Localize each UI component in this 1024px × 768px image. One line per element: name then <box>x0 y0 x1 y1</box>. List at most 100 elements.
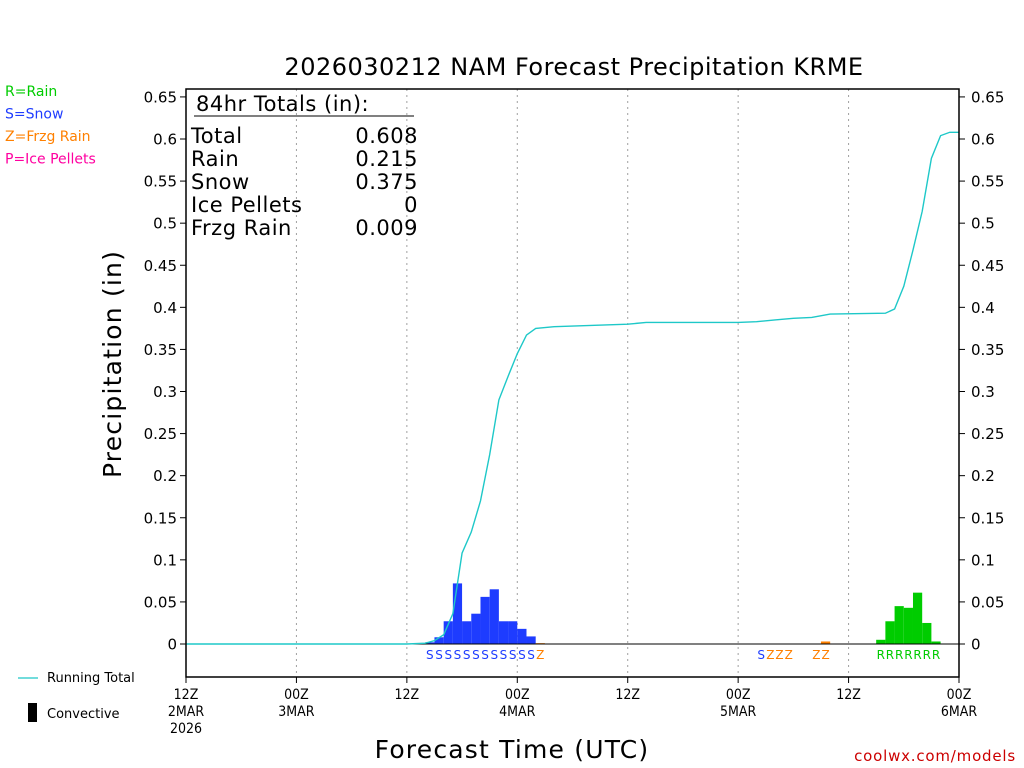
y-tick-label-left: 0 <box>167 636 177 654</box>
y-tick-label-left: 0.65 <box>144 88 177 106</box>
key-item: R=Rain <box>5 84 57 100</box>
precip-bar <box>508 621 518 644</box>
precip-type-letter: S <box>509 648 517 662</box>
convective-swatch <box>28 703 37 722</box>
totals-label: Total <box>190 124 243 148</box>
precip-bar <box>885 621 895 644</box>
y-tick-label-left: 0.2 <box>153 467 177 485</box>
precip-type-letter: Z <box>812 648 820 662</box>
precip-type-letter: S <box>463 648 471 662</box>
running-total-series <box>186 131 959 645</box>
precip-type-letter: Z <box>536 648 544 662</box>
y-tick-label-right: 0.45 <box>971 257 1004 275</box>
plot-frame <box>185 88 960 678</box>
y-tick-label-right: 0.1 <box>971 551 995 569</box>
x-tick-label: 3MAR <box>278 704 314 720</box>
key-item: P=Ice Pellets <box>5 152 96 168</box>
precip-type-letter: Z <box>766 648 774 662</box>
precip-type-letter: Z <box>775 648 783 662</box>
precip-bar <box>820 641 831 644</box>
y-axis-title: Precipitation (in) <box>98 250 127 478</box>
totals-box: 84hr Totals (in): Total 0.608 Rain 0.215 Sno… <box>190 92 418 240</box>
precip-type-letter: Z <box>821 648 829 662</box>
y-axis-ticks: 0 0 0.05 0.05 0.1 0.1 0.15 0.15 0.2 0.2 0.25 0.25 0.… <box>144 88 1005 653</box>
chart-title: 2026030212 NAM Forecast Precipitation KR… <box>284 53 863 81</box>
key-item: S=Snow <box>5 107 63 123</box>
y-tick-label-left: 0.35 <box>144 341 177 359</box>
precip-type-marker: S S S S S S S S S S S SZ <box>426 648 544 662</box>
precip-type-letter: R <box>913 648 921 662</box>
totals-value: 0.215 <box>355 147 418 171</box>
totals-label: Ice Pellets <box>191 193 302 217</box>
precip-type-marker: ZZ <box>812 648 829 662</box>
precip-bar <box>894 606 904 645</box>
y-tick-label-left: 0.4 <box>153 299 177 317</box>
key-item: Z=Frzg Rain <box>5 129 91 145</box>
totals-label: Snow <box>191 170 250 194</box>
precip-type-letter: S <box>481 648 489 662</box>
x-tick-label: 2026 <box>170 721 202 737</box>
totals-heading: 84hr Totals (in): <box>196 92 369 116</box>
precip-type-letter: S <box>472 648 480 662</box>
totals-value: 0 <box>404 193 418 217</box>
precip-type-letter: S <box>454 648 462 662</box>
y-tick-label-left: 0.45 <box>144 257 177 275</box>
y-tick-label-left: 0.5 <box>153 215 177 233</box>
y-tick-label-right: 0.55 <box>971 173 1004 191</box>
legend-convective: Convective <box>47 707 120 722</box>
y-tick-label-left: 0.15 <box>144 509 177 527</box>
totals-label: Rain <box>191 147 239 171</box>
legend-running-total: Running Total <box>47 671 135 686</box>
grid-lines <box>295 89 850 677</box>
precip-bar <box>452 583 463 644</box>
x-axis-title: Forecast Time (UTC) <box>375 735 650 764</box>
precip-type-letter: S <box>500 648 508 662</box>
y-tick-label-right: 0.6 <box>971 131 995 149</box>
precip-bar <box>434 637 444 644</box>
x-tick-label: 12Z <box>395 687 420 703</box>
x-tick-label: 12Z <box>836 687 861 703</box>
y-tick-label-right: 0.05 <box>971 593 1004 611</box>
precip-type-letter: S <box>435 648 443 662</box>
precip-type-letter: R <box>923 648 931 662</box>
totals-value: 0.375 <box>355 170 418 194</box>
credit-text: coolwx.com/models <box>854 747 1016 765</box>
precip-bar <box>498 621 509 644</box>
precip-bar <box>912 592 923 644</box>
y-tick-label-right: 0.2 <box>971 467 995 485</box>
precip-type-key: R=Rain S=Snow Z=Frzg Rain P=Ice Pellets <box>5 84 96 168</box>
precip-bar <box>462 621 472 644</box>
totals-value: 0.009 <box>355 216 418 240</box>
precip-type-letter: Z <box>785 648 793 662</box>
precip-bar <box>922 622 932 644</box>
precip-type-letter: R <box>932 648 940 662</box>
x-tick-label: 00Z <box>947 687 972 703</box>
y-tick-label-left: 0.3 <box>153 383 177 401</box>
y-tick-label-left: 0.05 <box>144 593 177 611</box>
x-tick-label: 6MAR <box>941 704 977 720</box>
precip-type-letter: R <box>895 648 903 662</box>
precip-type-letter: S <box>490 648 498 662</box>
precip-type-letter: S <box>757 648 765 662</box>
precip-type-letter: S <box>518 648 526 662</box>
y-tick-label-right: 0.15 <box>971 509 1004 527</box>
precip-type-letter: S <box>444 648 452 662</box>
y-tick-label-right: 0.5 <box>971 215 995 233</box>
precip-bar <box>931 641 941 644</box>
x-tick-label: 00Z <box>284 687 309 703</box>
chart-legend: Running Total Convective <box>18 671 135 722</box>
totals-value: 0.608 <box>355 124 418 148</box>
y-tick-label-right: 0.65 <box>971 88 1004 106</box>
precip-bar <box>876 639 886 644</box>
precip-type-letter: R <box>877 648 885 662</box>
precip-type-letter: S <box>426 648 434 662</box>
precip-bar <box>517 628 527 644</box>
precip-type-marker: SZZZ <box>757 648 793 662</box>
y-tick-label-right: 0 <box>971 636 981 654</box>
precip-bars <box>425 583 941 645</box>
precip-bar <box>480 596 490 644</box>
y-tick-label-left: 0.6 <box>153 131 177 149</box>
precip-bar <box>443 621 453 644</box>
